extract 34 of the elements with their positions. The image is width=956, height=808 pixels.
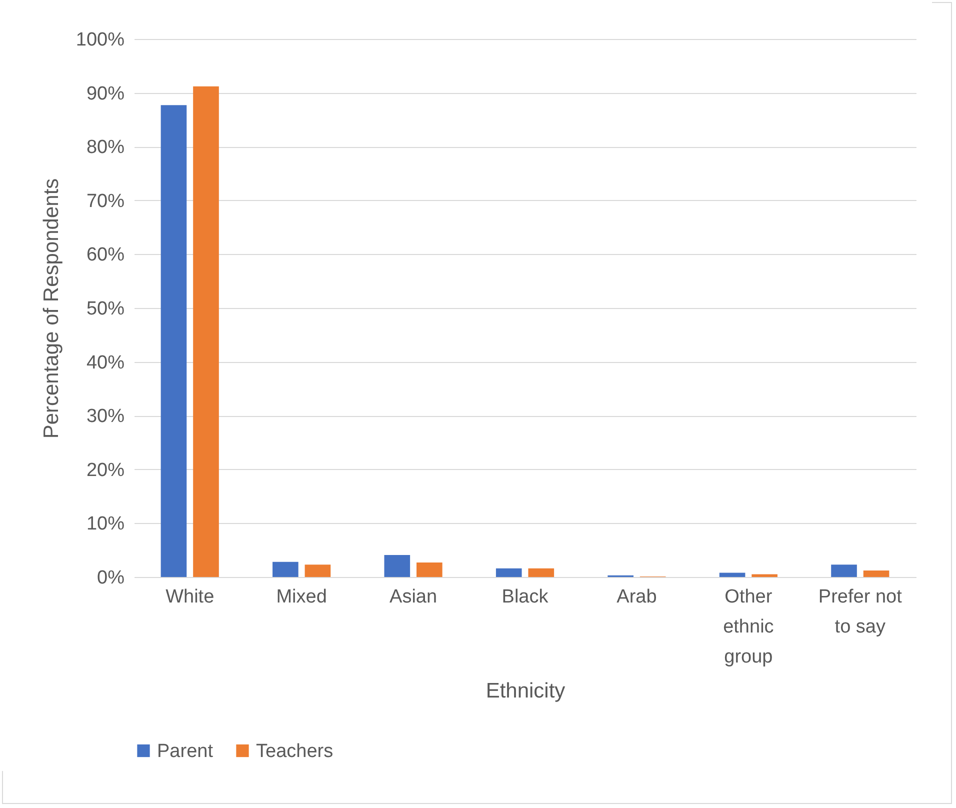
y-tick-label: 40% xyxy=(86,352,125,374)
y-tick-label: 30% xyxy=(86,406,125,428)
bar xyxy=(863,570,890,577)
x-tick-label: Other ethnic group xyxy=(723,586,774,668)
y-tick-label: 0% xyxy=(97,568,125,588)
legend-label: Teachers xyxy=(256,740,334,762)
bar xyxy=(160,105,187,577)
bar xyxy=(719,572,746,577)
y-tick-label: 50% xyxy=(86,298,125,320)
x-tick-label: White xyxy=(166,586,214,608)
bar xyxy=(193,86,219,577)
x-tick-label: Black xyxy=(502,586,549,608)
bar xyxy=(496,568,522,577)
y-tick-label: 20% xyxy=(86,460,125,481)
y-tick-label: 70% xyxy=(86,190,125,212)
y-axis-title: Percentage of Respondents xyxy=(40,178,63,439)
bar xyxy=(752,574,778,577)
bar xyxy=(272,562,298,577)
y-tick-label: 80% xyxy=(86,137,125,158)
x-tick-label: Arab xyxy=(616,586,657,608)
x-tick-label: Asian xyxy=(390,586,438,608)
bar xyxy=(831,564,857,577)
bar xyxy=(304,564,331,577)
legend-label: Parent xyxy=(157,740,214,762)
y-tick-label: 90% xyxy=(86,83,125,104)
bar xyxy=(416,562,442,577)
bar xyxy=(384,554,410,577)
y-tick-label: 100% xyxy=(76,30,125,50)
bar xyxy=(528,568,554,577)
x-tick-label: Mixed xyxy=(276,586,327,608)
y-tick-label: 10% xyxy=(86,514,125,535)
x-axis-title: Ethnicity xyxy=(486,680,566,702)
y-tick-label: 60% xyxy=(86,244,125,266)
x-tick-label: Prefer not to say xyxy=(818,586,903,638)
